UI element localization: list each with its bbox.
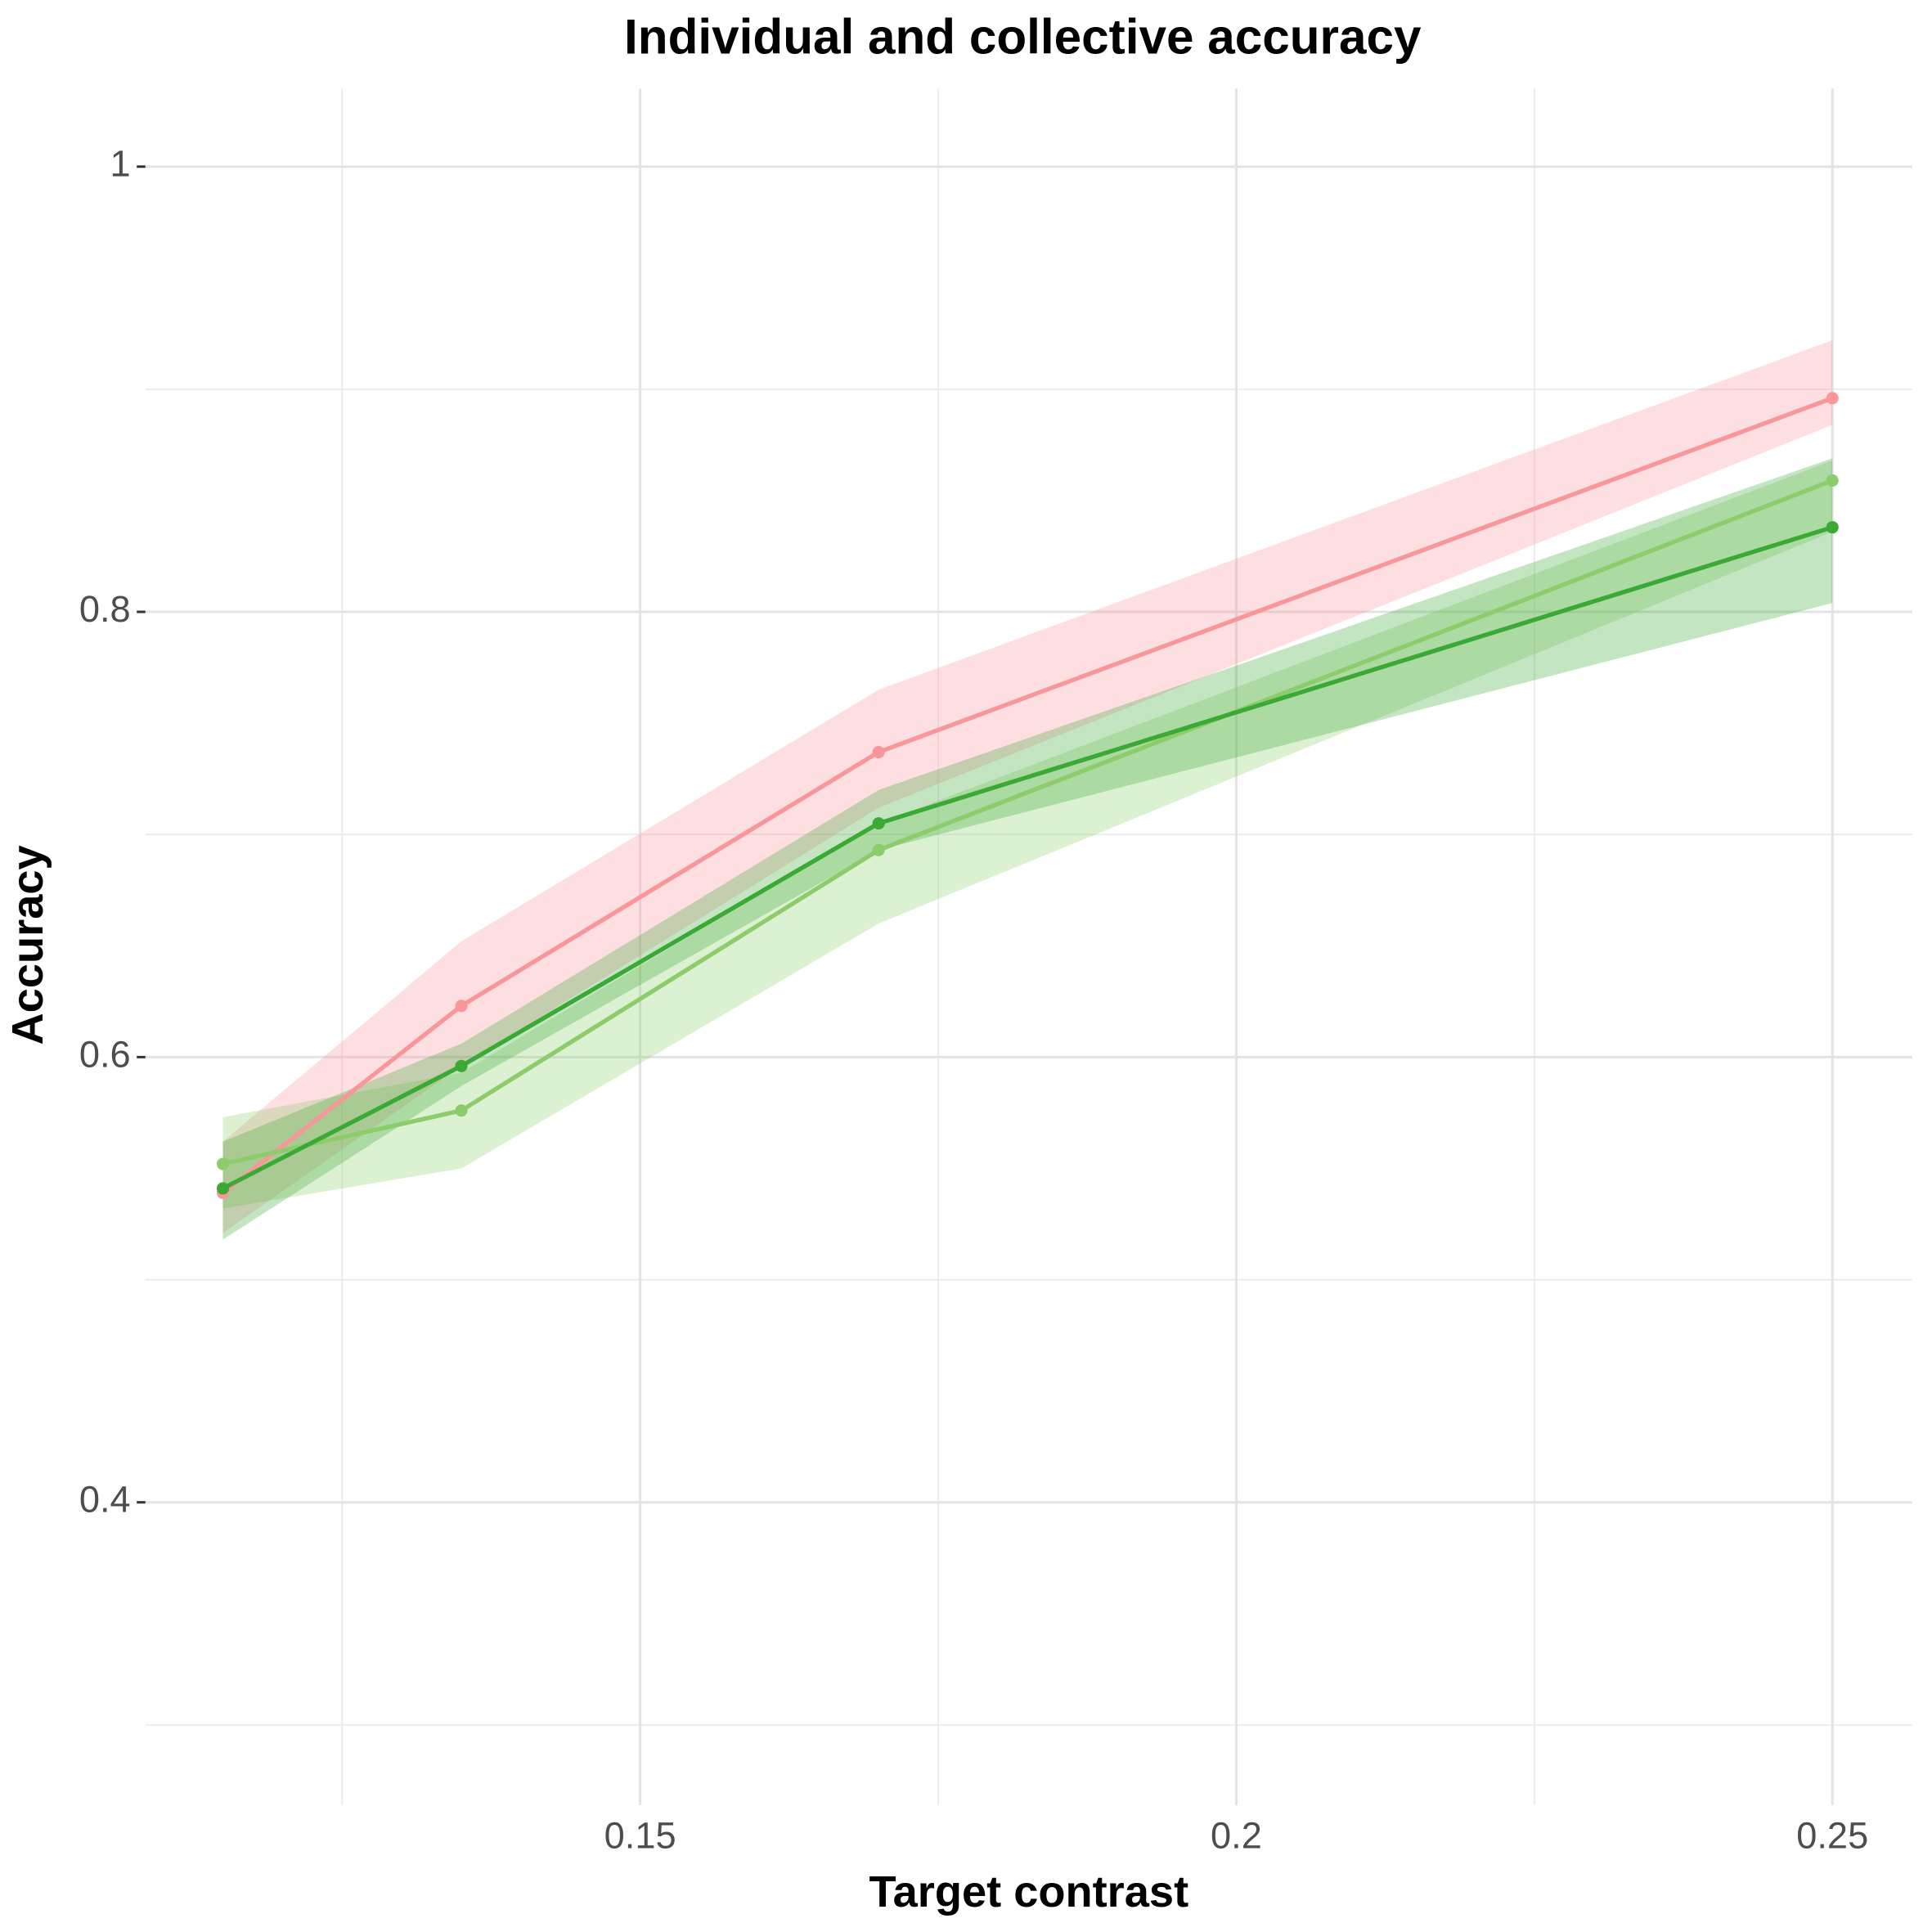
point — [1826, 392, 1839, 405]
line — [221, 396, 1834, 1195]
point — [872, 817, 885, 830]
y-tick-label: 0.8 — [79, 588, 131, 630]
y-tick-label: 0.4 — [79, 1479, 131, 1521]
point — [872, 843, 885, 856]
y-tick-label: 1 — [110, 143, 131, 185]
confidence-band — [222, 340, 1833, 1233]
y-tick-label: 0.6 — [79, 1033, 131, 1075]
point — [455, 1000, 468, 1013]
x-tick-label: 0.15 — [604, 1814, 676, 1856]
point — [872, 745, 885, 759]
x-axis-label: Target contrast — [869, 1867, 1188, 1916]
chart-title: Individual and collective accuracy — [624, 9, 1422, 65]
point — [455, 1059, 468, 1072]
line — [222, 525, 1834, 1191]
y-axis-label: Accuracy — [3, 845, 52, 1045]
point — [1826, 474, 1839, 487]
point — [1826, 521, 1839, 534]
confidence-band — [222, 460, 1833, 1209]
point — [216, 1182, 230, 1195]
x-tick-label: 0.2 — [1211, 1814, 1262, 1856]
point — [216, 1157, 230, 1170]
x-tick-label: 0.25 — [1796, 1814, 1868, 1856]
line — [222, 479, 1834, 1166]
point — [455, 1104, 468, 1117]
